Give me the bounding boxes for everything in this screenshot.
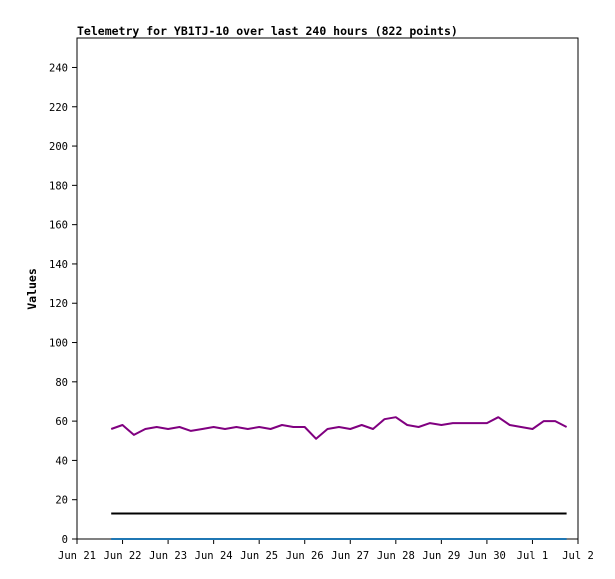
plot-frame [76, 37, 579, 540]
y-axis-label: Values [25, 268, 39, 310]
x-tick-label: Jul 2 [562, 550, 594, 562]
x-tick-label: Jun 22 [104, 550, 142, 562]
y-tick-label: 120 [49, 298, 68, 310]
chart-title: Telemetry for YB1TJ-10 over last 240 hou… [77, 24, 458, 38]
y-tick-label: 240 [49, 62, 68, 74]
x-tick-label: Jun 27 [331, 550, 369, 562]
y-tick-label: 60 [55, 416, 68, 428]
x-tick-label: Jun 23 [149, 550, 187, 562]
x-tick-label: Jun 30 [468, 550, 506, 562]
y-axis: 0 20 40 60 80 100 120 140 160 180 200 220 240 [49, 62, 77, 546]
y-tick-label: 80 [55, 377, 68, 389]
x-tick-label: Jun 29 [422, 550, 460, 562]
y-tick-label: 180 [49, 180, 68, 192]
x-tick-label: Jun 25 [240, 550, 278, 562]
x-tick-label: Jun 28 [377, 550, 415, 562]
x-tick-label: Jun 21 [58, 550, 96, 562]
y-tick-label: 0 [62, 534, 68, 546]
series-layer [110, 416, 568, 540]
series-line-0 [110, 416, 568, 440]
x-axis: Jun 21 Jun 22 Jun 23 Jun 24 Jun 25 Jun 26 Jun … [58, 539, 594, 562]
y-tick-label: 220 [49, 102, 68, 114]
y-tick-label: 40 [55, 455, 68, 467]
y-tick-label: 200 [49, 141, 68, 153]
y-tick-label: 20 [55, 495, 68, 507]
x-tick-label: Jun 24 [195, 550, 233, 562]
y-tick-label: 160 [49, 220, 68, 232]
x-tick-label: Jul 1 [517, 550, 549, 562]
y-tick-label: 100 [49, 338, 68, 350]
y-tick-label: 140 [49, 259, 68, 271]
x-tick-label: Jun 26 [286, 550, 324, 562]
